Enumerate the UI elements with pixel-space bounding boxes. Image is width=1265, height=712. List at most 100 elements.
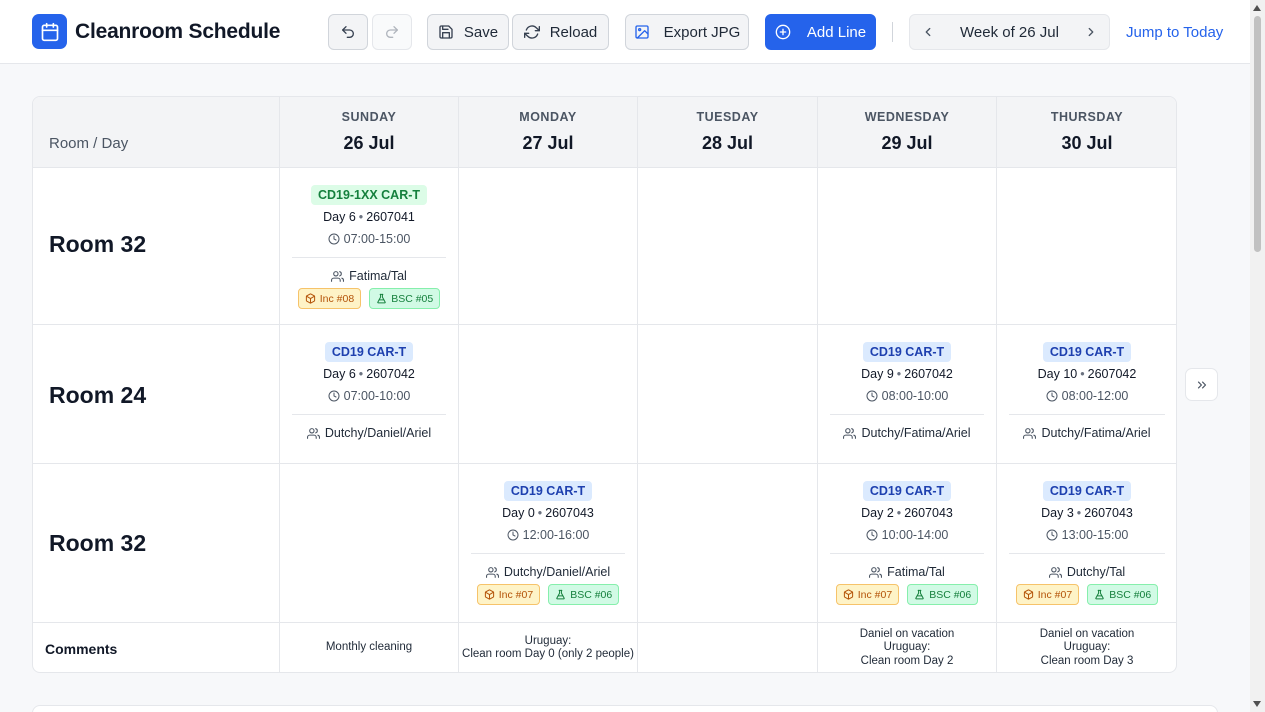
batch-badge: CD19 CAR-T bbox=[1042, 342, 1132, 362]
box-icon bbox=[1023, 589, 1033, 600]
export-jpg-button[interactable]: Export JPG bbox=[625, 14, 749, 50]
booking-divider bbox=[292, 257, 446, 258]
app-title: Cleanroom Schedule bbox=[75, 19, 281, 43]
room-label: Room 32 bbox=[49, 231, 147, 257]
booking-card[interactable]: CD19-1XX CAR-T Day 6 • 2607041 07:00-15:00 Fa… bbox=[280, 185, 458, 309]
flask-icon bbox=[377, 293, 386, 304]
users-icon bbox=[485, 566, 499, 578]
batch-day-lot: Day 2 • 2607043 bbox=[818, 506, 996, 520]
page-scrollbar[interactable] bbox=[1250, 0, 1265, 712]
day-date: 26 Jul bbox=[343, 133, 395, 153]
booking-card[interactable]: CD19 CAR-T Day 10 • 2607042 08:00-12:00 Dutch… bbox=[997, 342, 1176, 440]
day-date: 28 Jul bbox=[701, 133, 754, 153]
schedule-cell[interactable]: CD19-1XX CAR-T Day 6 • 2607041 07:00-15:00 Fa… bbox=[280, 168, 459, 325]
comment-cell[interactable]: Daniel on vacation Uruguay: Clean room Day… bbox=[818, 623, 997, 672]
booking-divider bbox=[1009, 414, 1165, 415]
scroll-down-arrow[interactable] bbox=[1253, 701, 1261, 707]
schedule-cell[interactable] bbox=[459, 168, 638, 325]
scroll-up-arrow[interactable] bbox=[1253, 5, 1261, 11]
chevrons-right-icon bbox=[1197, 381, 1206, 388]
comment-line: Daniel on vacation bbox=[1039, 627, 1135, 640]
users-icon bbox=[306, 427, 320, 439]
comment-cell[interactable]: Uruguay: Clean room Day 0 (only 2 people) bbox=[459, 623, 638, 672]
day-name: SUNDAY bbox=[341, 110, 397, 124]
corner-header: Room / Day bbox=[33, 97, 280, 168]
equipment-tags: Inc #07 BSC #06 bbox=[459, 584, 637, 605]
export-label: Export JPG bbox=[663, 23, 741, 41]
jump-to-today-link[interactable]: Jump to Today bbox=[1126, 24, 1224, 41]
comment-text: Uruguay: Clean room Day 0 (only 2 people) bbox=[459, 635, 637, 662]
comments-header: Comments bbox=[33, 623, 280, 672]
bottom-panel bbox=[32, 705, 1218, 712]
expand-columns-button[interactable] bbox=[1185, 368, 1218, 401]
booking-time: 08:00-12:00 bbox=[997, 389, 1176, 403]
week-label: Week of 26 Jul bbox=[960, 23, 1059, 41]
schedule-cell[interactable]: CD19 CAR-T Day 3 • 2607043 13:00-15:00 Dutchy… bbox=[997, 464, 1176, 623]
batch-day-lot: Day 9 • 2607042 bbox=[818, 367, 996, 381]
booking-divider bbox=[471, 553, 625, 554]
users-icon bbox=[1023, 427, 1037, 439]
toolbar-divider bbox=[892, 22, 893, 42]
booking-people: Fatima/Tal bbox=[280, 269, 458, 283]
scroll-thumb[interactable] bbox=[1254, 16, 1261, 252]
batch-lot: 2607042 bbox=[1087, 367, 1137, 381]
booking-card[interactable]: CD19 CAR-T Day 0 • 2607043 12:00-16:00 Dutchy… bbox=[459, 481, 637, 605]
flask-icon bbox=[1095, 589, 1104, 600]
booking-card[interactable]: CD19 CAR-T Day 6 • 2607042 07:00-10:00 Dutchy… bbox=[280, 342, 458, 440]
time-range: 12:00-16:00 bbox=[522, 528, 590, 542]
batch-day: Day 10 bbox=[1037, 367, 1078, 381]
schedule-cell[interactable] bbox=[638, 325, 818, 464]
prev-week-button[interactable] bbox=[918, 22, 938, 42]
undo-icon bbox=[342, 26, 354, 38]
schedule-cell[interactable]: CD19 CAR-T Day 6 • 2607042 07:00-10:00 Dutchy… bbox=[280, 325, 459, 464]
redo-button[interactable] bbox=[372, 14, 412, 50]
schedule-cell[interactable] bbox=[280, 464, 459, 623]
batch-day-lot: Day 0 • 2607043 bbox=[459, 506, 637, 520]
schedule-cell[interactable]: CD19 CAR-T Day 2 • 2607043 10:00-14:00 Fatima… bbox=[818, 464, 997, 623]
comment-cell[interactable]: Monthly cleaning bbox=[280, 623, 459, 672]
plus-circle-icon bbox=[775, 24, 791, 40]
reload-button[interactable]: Reload bbox=[512, 14, 609, 50]
undo-button[interactable] bbox=[328, 14, 368, 50]
schedule-cell[interactable] bbox=[638, 464, 818, 623]
people-names: Dutchy/Tal bbox=[1066, 565, 1126, 579]
app-header: Cleanroom Schedule Save Reload Export JP… bbox=[0, 0, 1250, 64]
room-label: Room 32 bbox=[49, 530, 147, 556]
users-icon bbox=[331, 270, 345, 282]
comment-line: Clean room Day 2 bbox=[860, 654, 954, 667]
day-header-wednesday: WEDNESDAY 29 Jul bbox=[818, 97, 997, 168]
clock-icon bbox=[866, 390, 878, 402]
schedule-cell[interactable] bbox=[638, 168, 818, 325]
incubator-label: Inc #07 bbox=[1037, 588, 1073, 601]
day-name: THURSDAY bbox=[1050, 110, 1124, 124]
batch-lot: 2607043 bbox=[1084, 506, 1133, 520]
schedule-cell[interactable]: CD19 CAR-T Day 10 • 2607042 08:00-12:00 Dutch… bbox=[997, 325, 1176, 464]
chevron-right-icon bbox=[1088, 27, 1094, 37]
clock-icon bbox=[507, 529, 519, 541]
schedule-cell[interactable] bbox=[459, 325, 638, 464]
comment-line: Uruguay: bbox=[883, 641, 931, 654]
schedule-cell[interactable]: CD19 CAR-T Day 0 • 2607043 12:00-16:00 Dutchy… bbox=[459, 464, 638, 623]
booking-people: Dutchy/Tal bbox=[997, 565, 1176, 579]
schedule-cell[interactable]: CD19 CAR-T Day 9 • 2607042 08:00-10:00 Dutchy… bbox=[818, 325, 997, 464]
comment-line: Clean room Day 0 (only 2 people) bbox=[462, 648, 634, 660]
time-range: 08:00-12:00 bbox=[1061, 389, 1129, 403]
comment-cell[interactable] bbox=[638, 623, 818, 672]
day-name: TUESDAY bbox=[696, 110, 759, 124]
add-line-label: Add Line bbox=[806, 23, 867, 41]
add-line-button[interactable]: Add Line bbox=[765, 14, 876, 50]
schedule-cell[interactable] bbox=[997, 168, 1176, 325]
people-names: Dutchy/Fatima/Ariel bbox=[1041, 426, 1151, 440]
booking-card[interactable]: CD19 CAR-T Day 2 • 2607043 10:00-14:00 Fatima… bbox=[818, 481, 996, 605]
day-name: WEDNESDAY bbox=[864, 110, 950, 124]
separator-dot: • bbox=[537, 506, 543, 520]
week-navigator: Week of 26 Jul bbox=[909, 14, 1110, 50]
booking-card[interactable]: CD19 CAR-T Day 9 • 2607042 08:00-10:00 Dutchy… bbox=[818, 342, 996, 440]
next-week-button[interactable] bbox=[1081, 22, 1101, 42]
schedule-cell[interactable] bbox=[818, 168, 997, 325]
clock-icon bbox=[1046, 529, 1058, 541]
comment-text: Monthly cleaning bbox=[280, 641, 458, 655]
comment-cell[interactable]: Daniel on vacation Uruguay: Clean room Day… bbox=[997, 623, 1176, 672]
save-button[interactable]: Save bbox=[427, 14, 509, 50]
booking-card[interactable]: CD19 CAR-T Day 3 • 2607043 13:00-15:00 Dutchy… bbox=[997, 481, 1176, 605]
